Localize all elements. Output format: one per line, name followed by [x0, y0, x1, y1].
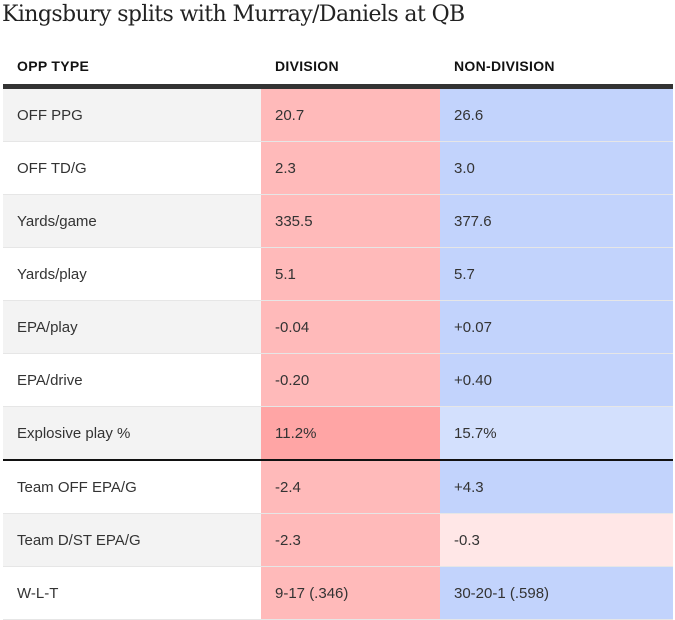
non-division-value: 377.6: [440, 194, 673, 248]
table-row: OFF TD/G 2.3 3.0: [3, 141, 673, 195]
non-division-value: 30-20-1 (.598): [440, 566, 673, 620]
division-value: 9-17 (.346): [261, 566, 440, 620]
non-division-value: 5.7: [440, 247, 673, 301]
row-label: Yards/play: [3, 247, 261, 301]
table-row: Yards/game 335.5 377.6: [3, 194, 673, 248]
division-value: 5.1: [261, 247, 440, 301]
non-division-value: 3.0: [440, 141, 673, 195]
division-value: 20.7: [261, 86, 440, 142]
table-row: Yards/play 5.1 5.7: [3, 247, 673, 301]
non-division-value: +0.07: [440, 300, 673, 354]
table-row: EPA/play -0.04 +0.07: [3, 300, 673, 354]
row-label: EPA/drive: [3, 353, 261, 407]
table-row: Team OFF EPA/G -2.4 +4.3: [3, 460, 673, 514]
non-division-value: +4.3: [440, 460, 673, 514]
non-division-value: +0.40: [440, 353, 673, 407]
column-header-non-division: NON-DIVISION: [440, 48, 673, 89]
header-row: OPP TYPE DIVISION NON-DIVISION: [3, 48, 673, 89]
row-label: W-L-T: [3, 566, 261, 620]
row-label: OFF TD/G: [3, 141, 261, 195]
table-row: Explosive play % 11.2% 15.7%: [3, 406, 673, 461]
row-label: Yards/game: [3, 194, 261, 248]
row-label: Team OFF EPA/G: [3, 460, 261, 514]
non-division-value: 26.6: [440, 86, 673, 142]
row-label: OFF PPG: [3, 86, 261, 142]
division-value: -0.20: [261, 353, 440, 407]
column-header-division: DIVISION: [261, 48, 440, 89]
division-value: 11.2%: [261, 406, 440, 461]
table-title: Kingsbury splits with Murray/Daniels at …: [2, 2, 465, 27]
row-label: Team D/ST EPA/G: [3, 513, 261, 567]
non-division-value: -0.3: [440, 513, 673, 567]
non-division-value: 15.7%: [440, 406, 673, 461]
division-value: 335.5: [261, 194, 440, 248]
table-row: W-L-T 9-17 (.346) 30-20-1 (.598): [3, 566, 673, 620]
division-value: -2.3: [261, 513, 440, 567]
table-row: EPA/drive -0.20 +0.40: [3, 353, 673, 407]
row-label: Explosive play %: [3, 406, 261, 461]
row-label: EPA/play: [3, 300, 261, 354]
table-row: Team D/ST EPA/G -2.3 -0.3: [3, 513, 673, 567]
division-value: 2.3: [261, 141, 440, 195]
table-row: OFF PPG 20.7 26.6: [3, 86, 673, 142]
division-value: -2.4: [261, 460, 440, 514]
division-value: -0.04: [261, 300, 440, 354]
splits-table: OPP TYPE DIVISION NON-DIVISION OFF PPG 20…: [3, 48, 673, 620]
column-header-opp-type: OPP TYPE: [3, 48, 261, 89]
